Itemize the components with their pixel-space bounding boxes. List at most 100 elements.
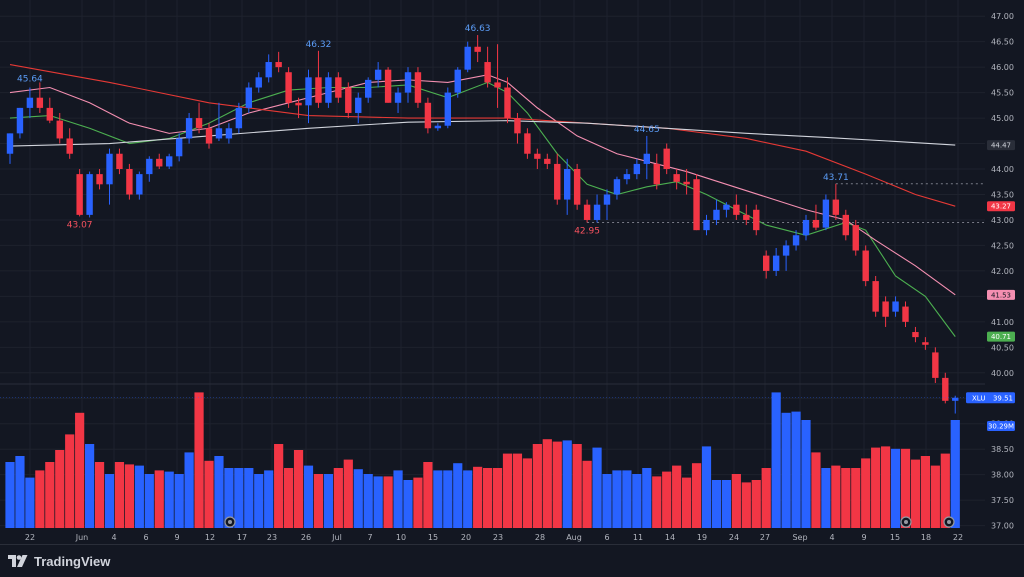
candle-body xyxy=(295,102,302,106)
volume-bar xyxy=(313,474,324,528)
candle-body xyxy=(862,250,869,282)
moving-average-ma_slow xyxy=(9,64,956,207)
candle-body xyxy=(265,62,272,78)
y-tick-label: 41.00 xyxy=(991,318,1014,327)
x-tick-label: Jul xyxy=(331,533,342,542)
volume-bar xyxy=(801,420,811,528)
volume-bar xyxy=(721,480,731,528)
volume-bar xyxy=(184,452,194,528)
candle-body xyxy=(842,214,849,236)
price-tag-label: 43.27 xyxy=(991,203,1011,211)
x-tick-label: 7 xyxy=(367,533,372,542)
volume-bar xyxy=(682,477,692,528)
candle-body xyxy=(593,204,601,220)
candle-body xyxy=(613,179,621,195)
volume-bar xyxy=(781,412,791,528)
volume-bar xyxy=(512,453,523,528)
volume-bar xyxy=(771,392,781,528)
volume-bar xyxy=(65,434,75,528)
extreme-price-label: 46.32 xyxy=(306,40,332,50)
x-tick-label: 12 xyxy=(205,533,215,542)
candlesticks xyxy=(6,35,959,414)
volume-bar xyxy=(542,439,552,528)
volume-bar xyxy=(224,468,234,528)
volume-bar xyxy=(731,474,741,528)
candle-body xyxy=(474,46,481,52)
volume-bar xyxy=(871,447,881,528)
tradingview-logo-icon xyxy=(8,555,28,567)
candle-body xyxy=(16,107,24,134)
candle-body xyxy=(693,179,700,231)
candle-body xyxy=(215,128,223,139)
volume-bar xyxy=(691,463,702,528)
candle-body xyxy=(683,181,690,185)
volume-bar xyxy=(602,474,612,528)
candle-body xyxy=(772,255,780,271)
event-markers[interactable] xyxy=(224,516,955,528)
y-tick-label: 40.00 xyxy=(991,369,1014,378)
price-tag-box xyxy=(987,331,1015,342)
volume-bar xyxy=(234,468,244,528)
volume-bar xyxy=(383,476,393,528)
extreme-price-label: 42.95 xyxy=(574,227,600,237)
candle-body xyxy=(235,107,243,129)
volume-bar xyxy=(85,444,95,528)
volume-bar xyxy=(861,458,871,528)
volume-bar xyxy=(353,469,363,528)
volume-bar xyxy=(433,470,443,528)
volume-bar xyxy=(194,392,204,528)
volume-bar xyxy=(174,474,184,528)
price-tag-label: 41.53 xyxy=(991,291,1011,299)
candle-body xyxy=(424,102,432,129)
candle-body xyxy=(365,79,372,98)
volume-bar xyxy=(492,468,503,528)
candle-body xyxy=(285,72,292,103)
x-tick-label: 11 xyxy=(633,533,643,542)
price-axis[interactable]: 47.0046.5046.0045.5045.0044.5044.0043.50… xyxy=(991,12,1014,530)
candle-body xyxy=(564,169,571,200)
candle-body xyxy=(414,72,422,103)
candle-body xyxy=(255,77,262,88)
volume-bar xyxy=(622,470,632,528)
y-tick-label: 46.50 xyxy=(991,38,1014,47)
volume-bar xyxy=(642,468,652,528)
price-tag-box xyxy=(987,289,1015,300)
candle-body xyxy=(275,62,282,68)
volume-bar xyxy=(55,450,65,528)
candle-body xyxy=(942,377,949,401)
extreme-price-label: 43.71 xyxy=(823,173,849,183)
candle-body xyxy=(623,174,631,180)
candle-body xyxy=(26,97,34,108)
candle-body xyxy=(703,219,710,231)
x-tick-label: 9 xyxy=(174,533,179,542)
candle-body xyxy=(175,138,183,157)
y-tick-label: 38.50 xyxy=(991,445,1014,454)
candle-body xyxy=(932,352,939,378)
tradingview-logo[interactable]: TradingView xyxy=(8,554,110,569)
volume-bar xyxy=(890,448,901,528)
volume-tag-box xyxy=(987,421,1015,431)
brand-name: TradingView xyxy=(34,553,111,569)
x-tick-label: Jun xyxy=(75,533,89,542)
candle-body xyxy=(166,156,173,167)
y-tick-label: 45.50 xyxy=(991,89,1014,98)
volume-bar xyxy=(244,468,254,528)
volume-bar xyxy=(791,411,801,528)
y-tick-label: 42.50 xyxy=(991,241,1014,250)
volume-bar xyxy=(463,470,473,528)
y-tick-label: 43.50 xyxy=(991,190,1014,199)
volume-bar xyxy=(204,460,214,528)
volume-bar xyxy=(413,477,423,528)
volume-bar xyxy=(900,448,911,528)
volume-bar xyxy=(264,470,274,528)
y-tick-label: 37.50 xyxy=(991,496,1014,505)
candle-body xyxy=(743,214,750,220)
candle-body xyxy=(106,153,113,185)
volume-bar xyxy=(154,470,164,528)
price-tag-label: 44.47 xyxy=(991,142,1011,150)
y-tick-label: 45.00 xyxy=(991,114,1014,123)
time-axis[interactable]: 22 Jun 4 6 9 12 17 23 26 Jul 7 10 15 20 23 28 Aug 6 11 14 19… xyxy=(25,533,963,542)
volume-bar xyxy=(35,470,45,528)
candle-body xyxy=(315,77,322,103)
